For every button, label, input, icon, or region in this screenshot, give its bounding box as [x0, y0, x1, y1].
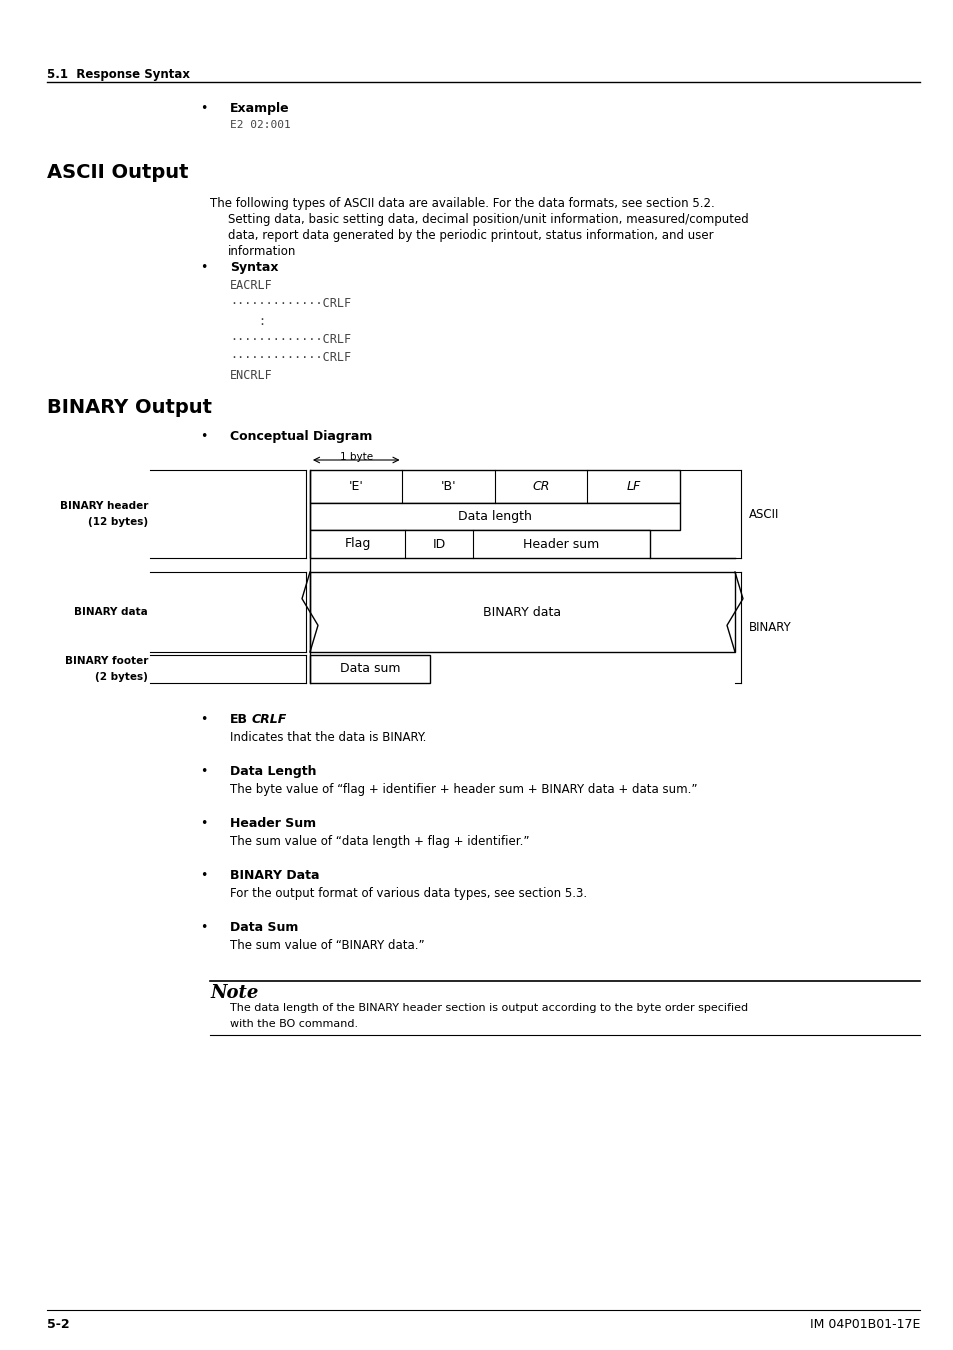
Text: with the BO command.: with the BO command.: [230, 1019, 357, 1029]
Bar: [310, 572, 734, 652]
Text: CRLF: CRLF: [252, 713, 287, 726]
Text: Indicates that the data is BINARY.: Indicates that the data is BINARY.: [230, 730, 426, 744]
Text: Setting data, basic setting data, decimal position/unit information, measured/co: Setting data, basic setting data, decima…: [228, 213, 748, 225]
Text: •: •: [200, 869, 207, 882]
Text: 'B': 'B': [440, 481, 456, 493]
Text: BINARY Output: BINARY Output: [47, 398, 212, 417]
Text: Data Sum: Data Sum: [230, 921, 298, 934]
Text: (2 bytes): (2 bytes): [95, 672, 148, 682]
Text: ASCII Output: ASCII Output: [47, 163, 189, 182]
Text: Header sum: Header sum: [523, 537, 599, 551]
Text: ASCII: ASCII: [748, 508, 779, 521]
Text: •: •: [200, 713, 207, 726]
Text: (12 bytes): (12 bytes): [88, 517, 148, 526]
Text: •: •: [200, 765, 207, 778]
Text: Header Sum: Header Sum: [230, 817, 315, 830]
Text: •: •: [200, 431, 207, 443]
Text: BINARY Data: BINARY Data: [230, 869, 319, 882]
Bar: [310, 470, 679, 504]
Text: Note: Note: [210, 984, 258, 1002]
Text: E2 02:001: E2 02:001: [230, 120, 291, 130]
Text: CR: CR: [532, 481, 549, 493]
Text: Flag: Flag: [344, 537, 371, 551]
Text: EB: EB: [230, 713, 248, 726]
Text: Conceptual Diagram: Conceptual Diagram: [230, 431, 372, 443]
Text: The following types of ASCII data are available. For the data formats, see secti: The following types of ASCII data are av…: [210, 197, 714, 211]
Text: :: :: [257, 315, 265, 328]
Text: Data sum: Data sum: [339, 663, 400, 675]
Text: Syntax: Syntax: [230, 261, 278, 274]
Text: 5-2: 5-2: [47, 1318, 70, 1331]
Text: •: •: [200, 103, 207, 115]
Text: Data length: Data length: [457, 510, 532, 522]
Text: EACRLF: EACRLF: [230, 279, 273, 292]
Text: LF: LF: [626, 481, 640, 493]
Text: ·············CRLF: ·············CRLF: [230, 333, 351, 346]
Text: BINARY data: BINARY data: [74, 608, 148, 617]
Bar: [310, 655, 430, 683]
Text: IM 04P01B01-17E: IM 04P01B01-17E: [809, 1318, 919, 1331]
Text: BINARY footer: BINARY footer: [65, 656, 148, 666]
Text: •: •: [200, 817, 207, 830]
Text: 'E': 'E': [349, 481, 363, 493]
Text: data, report data generated by the periodic printout, status information, and us: data, report data generated by the perio…: [228, 230, 713, 242]
Text: ENCRLF: ENCRLF: [230, 369, 273, 382]
Text: The sum value of “BINARY data.”: The sum value of “BINARY data.”: [230, 940, 424, 952]
Text: ·············CRLF: ·············CRLF: [230, 351, 351, 364]
Bar: [310, 531, 649, 558]
Text: The data length of the BINARY header section is output according to the byte ord: The data length of the BINARY header sec…: [230, 1003, 747, 1012]
Text: BINARY data: BINARY data: [483, 606, 561, 618]
Text: BINARY header: BINARY header: [59, 501, 148, 512]
Text: The byte value of “flag + identifier + header sum + BINARY data + data sum.”: The byte value of “flag + identifier + h…: [230, 783, 697, 796]
Text: Data Length: Data Length: [230, 765, 316, 778]
Text: The sum value of “data length + flag + identifier.”: The sum value of “data length + flag + i…: [230, 836, 529, 848]
Text: •: •: [200, 261, 207, 274]
Bar: [310, 504, 679, 531]
Text: ID: ID: [432, 537, 445, 551]
Text: information: information: [228, 244, 296, 258]
Text: 1 byte: 1 byte: [339, 452, 373, 462]
Text: •: •: [200, 921, 207, 934]
Text: 5.1  Response Syntax: 5.1 Response Syntax: [47, 68, 190, 81]
Text: BINARY: BINARY: [748, 621, 791, 634]
Text: ·············CRLF: ·············CRLF: [230, 297, 351, 310]
Text: For the output format of various data types, see section 5.3.: For the output format of various data ty…: [230, 887, 586, 900]
Text: Example: Example: [230, 103, 290, 115]
